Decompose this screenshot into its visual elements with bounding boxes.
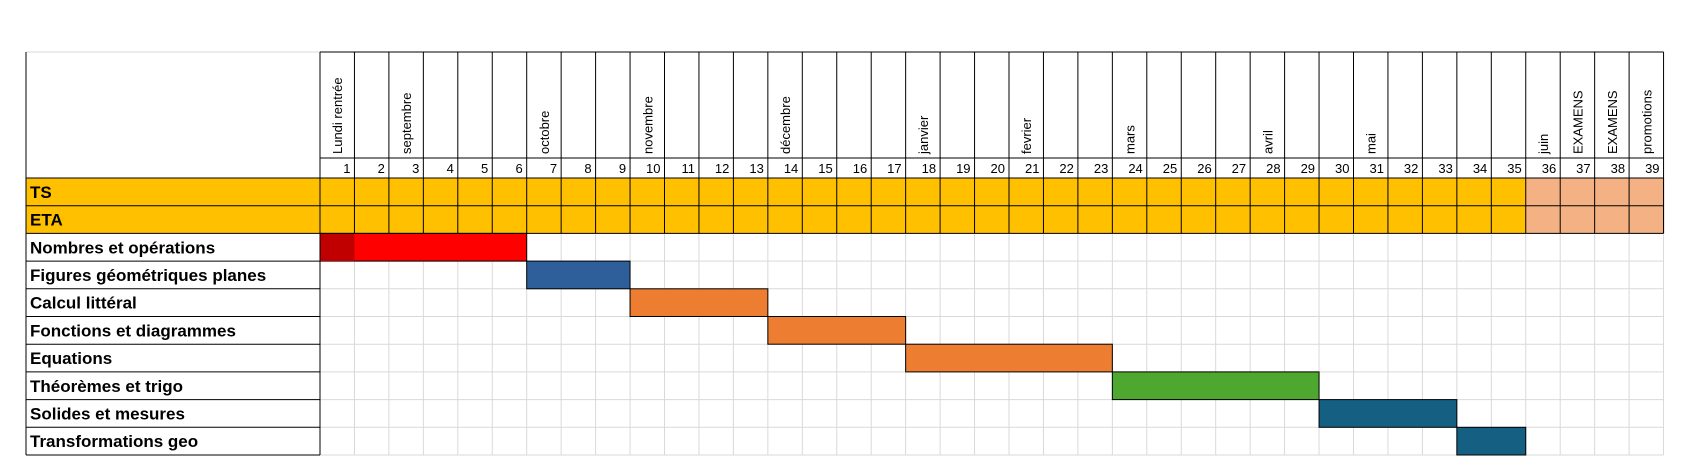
week-number-label: 10	[646, 161, 660, 176]
task-bar	[767, 316, 907, 345]
week-number-label: 4	[447, 161, 454, 176]
week-header-label: décembre	[778, 96, 793, 154]
class-row-fill	[26, 205, 1664, 234]
week-number-label: 8	[584, 161, 591, 176]
week-header-label: juin	[1536, 134, 1551, 155]
task-bar	[629, 288, 769, 317]
task-bar-first-week	[320, 233, 355, 262]
week-number-label: 19	[956, 161, 970, 176]
week-header-label: septembre	[399, 93, 414, 154]
week-header-label: janvier	[916, 115, 931, 155]
week-number-label: 30	[1335, 161, 1349, 176]
week-header-label: EXAMENS	[1605, 90, 1620, 154]
week-number-label: 26	[1197, 161, 1211, 176]
task-label: Fonctions et diagrammes	[30, 321, 236, 340]
task-bar	[905, 343, 1113, 373]
task-label: Nombres et opérations	[30, 238, 215, 257]
week-number-label: 35	[1507, 161, 1521, 176]
week-header-label: promotions	[1639, 89, 1654, 154]
week-number-label: 28	[1266, 161, 1280, 176]
week-number-label: 21	[1025, 161, 1039, 176]
week-number-label: 1	[343, 161, 350, 176]
cell-borders	[25, 51, 1665, 456]
week-header-label: Lundi rentrée	[330, 77, 345, 154]
task-bar	[1456, 426, 1527, 456]
week-number-label: 2	[378, 161, 385, 176]
week-header-label: EXAMENS	[1570, 90, 1585, 154]
week-number-label: 24	[1128, 161, 1142, 176]
class-row-label: TS	[30, 183, 52, 202]
week-number-label: 17	[887, 161, 901, 176]
task-bar	[1318, 399, 1458, 428]
week-number-label: 16	[853, 161, 867, 176]
week-number-label: 22	[1059, 161, 1073, 176]
week-number-label: 31	[1369, 161, 1383, 176]
task-label: Calcul littéral	[30, 294, 137, 313]
week-number-label: 18	[922, 161, 936, 176]
task-label: Figures géométriques planes	[30, 266, 266, 285]
task-label: Transformations geo	[30, 432, 198, 451]
grid-lines	[26, 51, 1665, 456]
class-row-fill	[26, 178, 1664, 206]
week-number-label: 11	[681, 161, 695, 176]
week-header-label: mars	[1123, 125, 1138, 154]
row-fills	[26, 178, 1664, 456]
class-row-label: ETA	[30, 211, 63, 230]
week-number-label: 3	[412, 161, 419, 176]
week-number-label: 20	[991, 161, 1005, 176]
week-number-label: 6	[515, 161, 522, 176]
week-number-label: 32	[1404, 161, 1418, 176]
week-number-label: 9	[619, 161, 626, 176]
week-number-label: 39	[1645, 161, 1659, 176]
task-bar	[1111, 371, 1320, 401]
text-labels: 1 2 3 4 5 6 7 8 9 10 11 12 13 14 15 16 17 18 19 20 21 22 23 24 2…	[30, 77, 1660, 451]
week-number-label: 38	[1611, 161, 1625, 176]
week-number-label: 12	[715, 161, 729, 176]
week-number-label: 5	[481, 161, 488, 176]
week-header-label: octobre	[537, 111, 552, 154]
week-number-label: 33	[1438, 161, 1452, 176]
week-number-label: 37	[1576, 161, 1590, 176]
task-label: Théorèmes et trigo	[30, 377, 183, 396]
week-number-label: 15	[818, 161, 832, 176]
task-label: Solides et mesures	[30, 404, 185, 423]
week-number-label: 23	[1094, 161, 1108, 176]
week-number-label: 7	[550, 161, 557, 176]
week-header-label: novembre	[640, 96, 655, 154]
week-header-label: fevrier	[1019, 117, 1034, 154]
task-label: Equations	[30, 349, 112, 368]
week-number-label: 25	[1163, 161, 1177, 176]
task-bar	[526, 260, 631, 290]
week-number-label: 29	[1301, 161, 1315, 176]
week-number-label: 36	[1542, 161, 1556, 176]
week-number-label: 13	[749, 161, 763, 176]
week-number-label: 34	[1473, 161, 1487, 176]
week-number-label: 27	[1232, 161, 1246, 176]
week-header-label: avril	[1260, 130, 1275, 154]
week-header-label: mai	[1364, 133, 1379, 154]
week-number-label: 14	[784, 161, 798, 176]
